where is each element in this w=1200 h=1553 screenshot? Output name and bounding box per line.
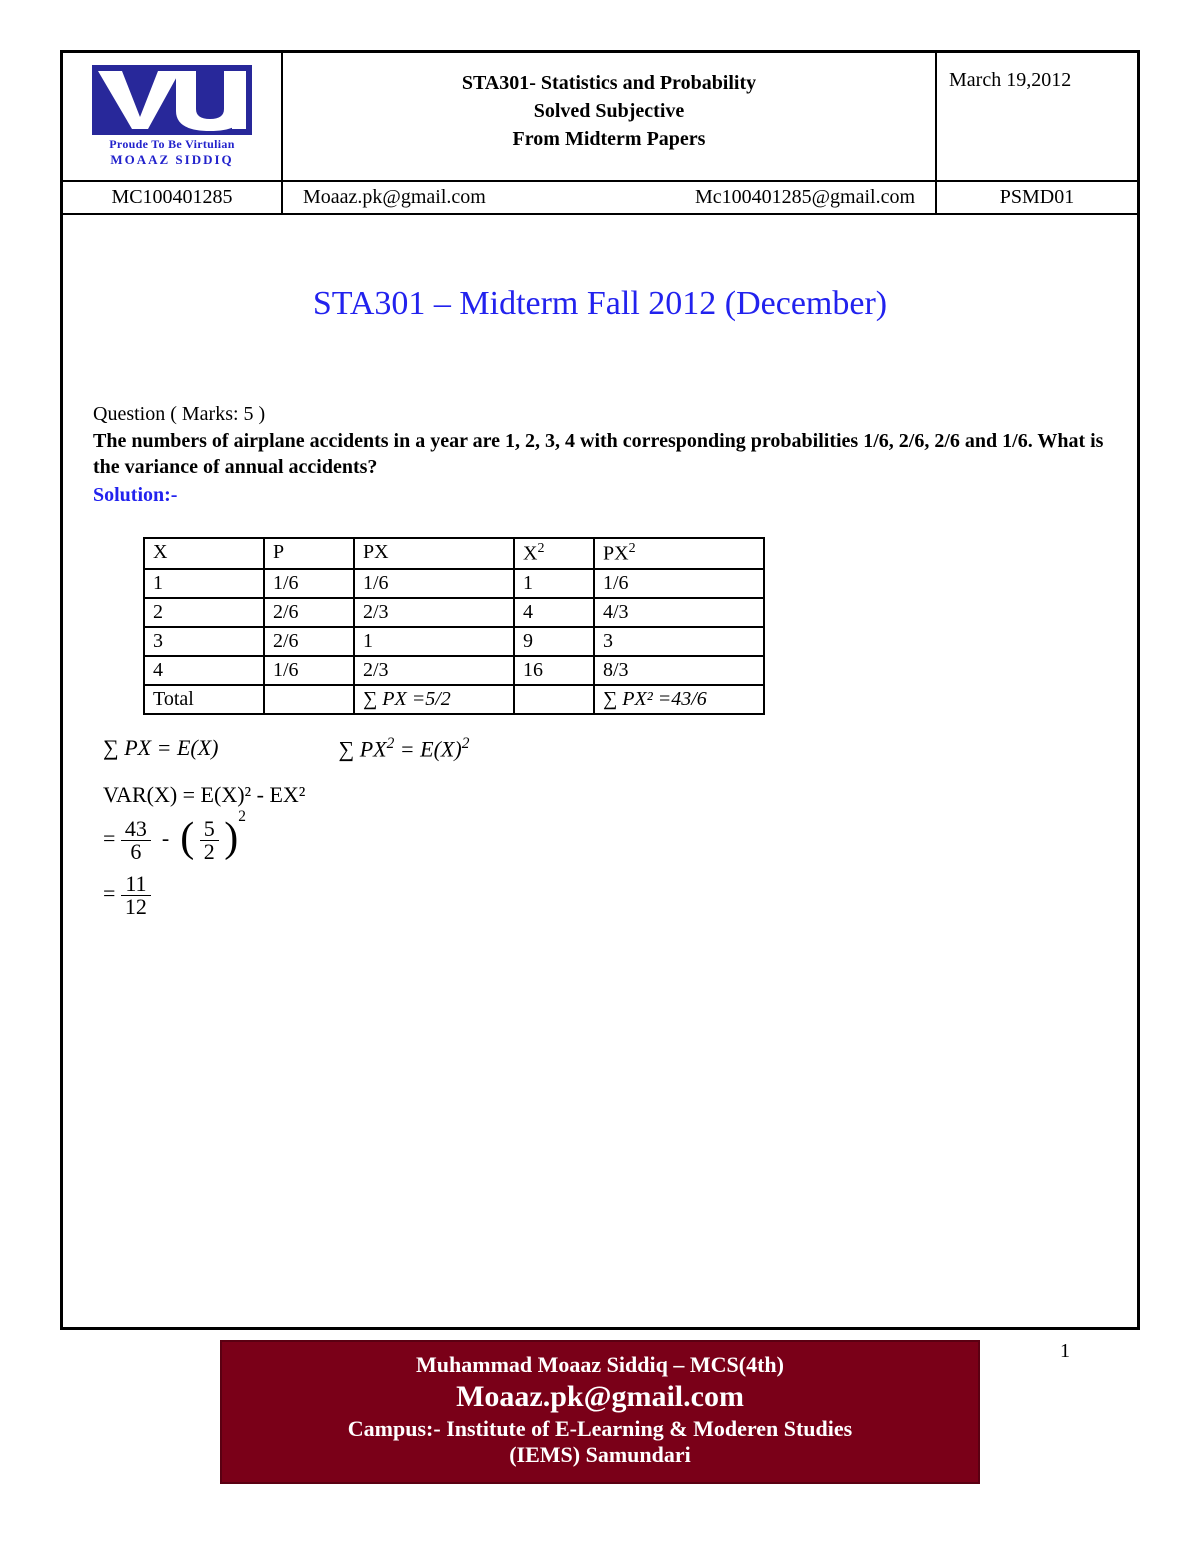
header-title-line3: From Midterm Papers bbox=[293, 125, 925, 153]
frac1-num: 43 bbox=[121, 818, 151, 841]
equation-2: ∑ PX2 = E(X)2 bbox=[339, 735, 470, 762]
cell bbox=[264, 685, 354, 714]
table-total-row: Total ∑ PX =5/2 ∑ PX² =43/6 bbox=[144, 685, 764, 714]
variance-line: VAR(X) = E(X)² - EX² bbox=[103, 782, 1107, 808]
table-header-row: X P PX X2 PX2 bbox=[144, 538, 764, 569]
cell: 1/6 bbox=[264, 656, 354, 685]
cell: 2/3 bbox=[354, 598, 514, 627]
header-row-2: MC100401285 Moaaz.pk@gmail.com Mc1004012… bbox=[63, 182, 1137, 215]
result-num: 11 bbox=[121, 873, 151, 896]
calc-line-1: = 436 - ( 52 )2 bbox=[103, 818, 1107, 863]
document-frame: Proude To Be Virtulian MOAAZ SIDDIQ STA3… bbox=[60, 50, 1140, 1330]
footer-email: Moaaz.pk@gmail.com bbox=[236, 1380, 964, 1414]
cell: 3 bbox=[594, 627, 764, 656]
header-email-2: Mc100401285@gmail.com bbox=[695, 186, 915, 209]
table-row: 2 2/6 2/3 4 4/3 bbox=[144, 598, 764, 627]
logo-tagline-1: Proude To Be Virtulian bbox=[71, 137, 273, 152]
question-text: The numbers of airplane accidents in a y… bbox=[93, 428, 1107, 480]
cell: 1 bbox=[144, 569, 264, 598]
question-label: Question ( Marks: 5 ) bbox=[93, 403, 1107, 426]
th-x: X bbox=[144, 538, 264, 569]
header-emails: Moaaz.pk@gmail.com Mc100401285@gmail.com bbox=[283, 182, 937, 213]
th-px: PX bbox=[354, 538, 514, 569]
cell: 2/6 bbox=[264, 598, 354, 627]
sum-px-cell: ∑ PX =5/2 bbox=[354, 685, 514, 714]
footer-wrap: Muhammad Moaaz Siddiq – MCS(4th) Moaaz.p… bbox=[60, 1340, 1140, 1484]
content-area: STA301 – Midterm Fall 2012 (December) Qu… bbox=[63, 215, 1137, 948]
cell: 8/3 bbox=[594, 656, 764, 685]
table-row: 1 1/6 1/6 1 1/6 bbox=[144, 569, 764, 598]
cell: 4 bbox=[514, 598, 594, 627]
footer-campus: Campus:- Institute of E-Learning & Moder… bbox=[236, 1416, 964, 1442]
header-title-cell: STA301- Statistics and Probability Solve… bbox=[283, 53, 937, 180]
th-p: P bbox=[264, 538, 354, 569]
probability-table: X P PX X2 PX2 1 1/6 1/6 1 1/6 2 2/6 2/3 … bbox=[143, 537, 765, 715]
cell: 16 bbox=[514, 656, 594, 685]
footer-box: Muhammad Moaaz Siddiq – MCS(4th) Moaaz.p… bbox=[220, 1340, 980, 1484]
sum-px2-label: ∑ PX² = bbox=[603, 688, 671, 710]
calc-line-2: = 1112 bbox=[103, 873, 1107, 918]
cell: 2 bbox=[144, 598, 264, 627]
sum-px2-value: 43/6 bbox=[671, 688, 707, 710]
solution-label: Solution:- bbox=[93, 484, 1107, 507]
cell: 1/6 bbox=[354, 569, 514, 598]
table-row: 3 2/6 1 9 3 bbox=[144, 627, 764, 656]
logo-tagline-2: MOAAZ SIDDIQ bbox=[71, 152, 273, 168]
header-code: PSMD01 bbox=[937, 182, 1137, 213]
cell: 3 bbox=[144, 627, 264, 656]
frac2-num: 5 bbox=[200, 818, 219, 841]
page-number: 1 bbox=[1060, 1340, 1070, 1363]
header-title-line1: STA301- Statistics and Probability bbox=[293, 69, 925, 97]
cell: 1 bbox=[354, 627, 514, 656]
sum-px2-cell: ∑ PX² =43/6 bbox=[594, 685, 764, 714]
th-x2: X2 bbox=[514, 538, 594, 569]
header-email-1: Moaaz.pk@gmail.com bbox=[303, 186, 486, 209]
cell bbox=[514, 685, 594, 714]
footer-campus-2: (IEMS) Samundari bbox=[236, 1442, 964, 1468]
equation-1: ∑ PX = E(X) bbox=[103, 735, 219, 762]
cell: 1/6 bbox=[594, 569, 764, 598]
cell: 2/3 bbox=[354, 656, 514, 685]
header-id: MC100401285 bbox=[63, 182, 283, 213]
frac2-den: 2 bbox=[200, 841, 219, 863]
sum-px-value: 5/2 bbox=[425, 688, 451, 710]
total-label: Total bbox=[144, 685, 264, 714]
cell: 1/6 bbox=[264, 569, 354, 598]
cell: 4/3 bbox=[594, 598, 764, 627]
vu-logo bbox=[92, 65, 252, 135]
footer-author: Muhammad Moaaz Siddiq – MCS(4th) bbox=[236, 1352, 964, 1378]
result-den: 12 bbox=[121, 896, 151, 918]
cell: 2/6 bbox=[264, 627, 354, 656]
header-date: March 19,2012 bbox=[937, 53, 1137, 180]
logo-cell: Proude To Be Virtulian MOAAZ SIDDIQ bbox=[63, 53, 283, 180]
cell: 4 bbox=[144, 656, 264, 685]
page-title: STA301 – Midterm Fall 2012 (December) bbox=[93, 285, 1107, 323]
cell: 1 bbox=[514, 569, 594, 598]
formulas-block: ∑ PX = E(X) ∑ PX2 = E(X)2 VAR(X) = E(X)²… bbox=[103, 735, 1107, 918]
header-row-1: Proude To Be Virtulian MOAAZ SIDDIQ STA3… bbox=[63, 53, 1137, 182]
header-title-line2: Solved Subjective bbox=[293, 97, 925, 125]
th-px2: PX2 bbox=[594, 538, 764, 569]
cell: 9 bbox=[514, 627, 594, 656]
table-row: 4 1/6 2/3 16 8/3 bbox=[144, 656, 764, 685]
sum-px-label: ∑ PX = bbox=[363, 688, 425, 710]
frac1-den: 6 bbox=[121, 841, 151, 863]
